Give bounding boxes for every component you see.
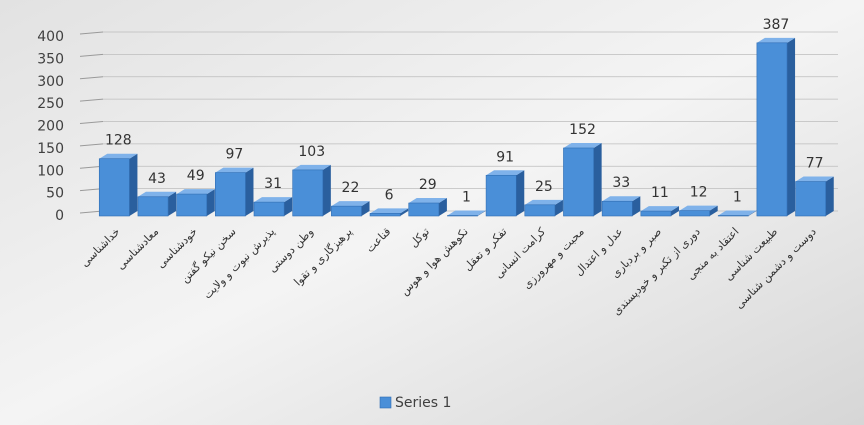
y-tick-label: 350 bbox=[37, 51, 64, 67]
data-label: 49 bbox=[187, 168, 205, 184]
data-label: 387 bbox=[763, 17, 790, 33]
y-tick-label: 400 bbox=[37, 29, 64, 45]
bar-side bbox=[516, 170, 524, 216]
y-tick-label: 200 bbox=[37, 119, 64, 135]
bar bbox=[757, 43, 787, 216]
bar bbox=[680, 211, 710, 216]
data-label: 1 bbox=[733, 190, 742, 206]
bar bbox=[177, 194, 207, 216]
bar bbox=[641, 211, 671, 216]
data-label: 91 bbox=[496, 149, 514, 165]
bar-side bbox=[826, 177, 834, 216]
bar-side bbox=[129, 154, 137, 216]
data-label: 33 bbox=[612, 175, 630, 191]
bar-side bbox=[787, 38, 795, 216]
data-label: 12 bbox=[690, 185, 708, 201]
bar bbox=[99, 159, 129, 216]
y-tick-label: 0 bbox=[55, 208, 64, 224]
bar bbox=[525, 205, 555, 216]
bar bbox=[563, 148, 593, 216]
data-label: 1 bbox=[462, 190, 471, 206]
bar bbox=[486, 175, 516, 216]
bar-side bbox=[594, 143, 602, 216]
data-label: 31 bbox=[264, 176, 282, 192]
y-tick-label: 300 bbox=[37, 74, 64, 90]
bar bbox=[138, 197, 168, 216]
y-tick-label: 100 bbox=[37, 163, 64, 179]
legend-label: Series 1 bbox=[395, 395, 451, 411]
data-label: 6 bbox=[385, 187, 394, 203]
data-label: 43 bbox=[148, 171, 166, 187]
y-tick-label: 250 bbox=[37, 96, 64, 112]
bar bbox=[796, 182, 826, 216]
data-label: 22 bbox=[342, 180, 360, 196]
bar bbox=[331, 206, 361, 216]
data-label: 97 bbox=[225, 147, 243, 163]
y-tick-label: 50 bbox=[46, 186, 64, 202]
data-label: 103 bbox=[298, 144, 325, 160]
data-label: 128 bbox=[105, 133, 132, 149]
bar bbox=[370, 213, 400, 216]
data-label: 152 bbox=[569, 122, 596, 138]
bar-side bbox=[323, 165, 331, 216]
bar bbox=[215, 173, 245, 216]
bar bbox=[602, 201, 632, 216]
bar bbox=[409, 203, 439, 216]
data-label: 29 bbox=[419, 177, 437, 193]
legend-swatch bbox=[380, 397, 391, 408]
chart: 0 50 100 150 200 250 300 350 400 128 43 49 97 31 103 22… bbox=[0, 0, 864, 425]
data-label: 25 bbox=[535, 179, 553, 195]
bar bbox=[293, 170, 323, 216]
y-tick-label: 150 bbox=[37, 141, 64, 157]
bar-side bbox=[245, 168, 253, 216]
bar bbox=[254, 202, 284, 216]
data-label: 11 bbox=[651, 185, 669, 201]
data-label: 77 bbox=[806, 156, 824, 172]
